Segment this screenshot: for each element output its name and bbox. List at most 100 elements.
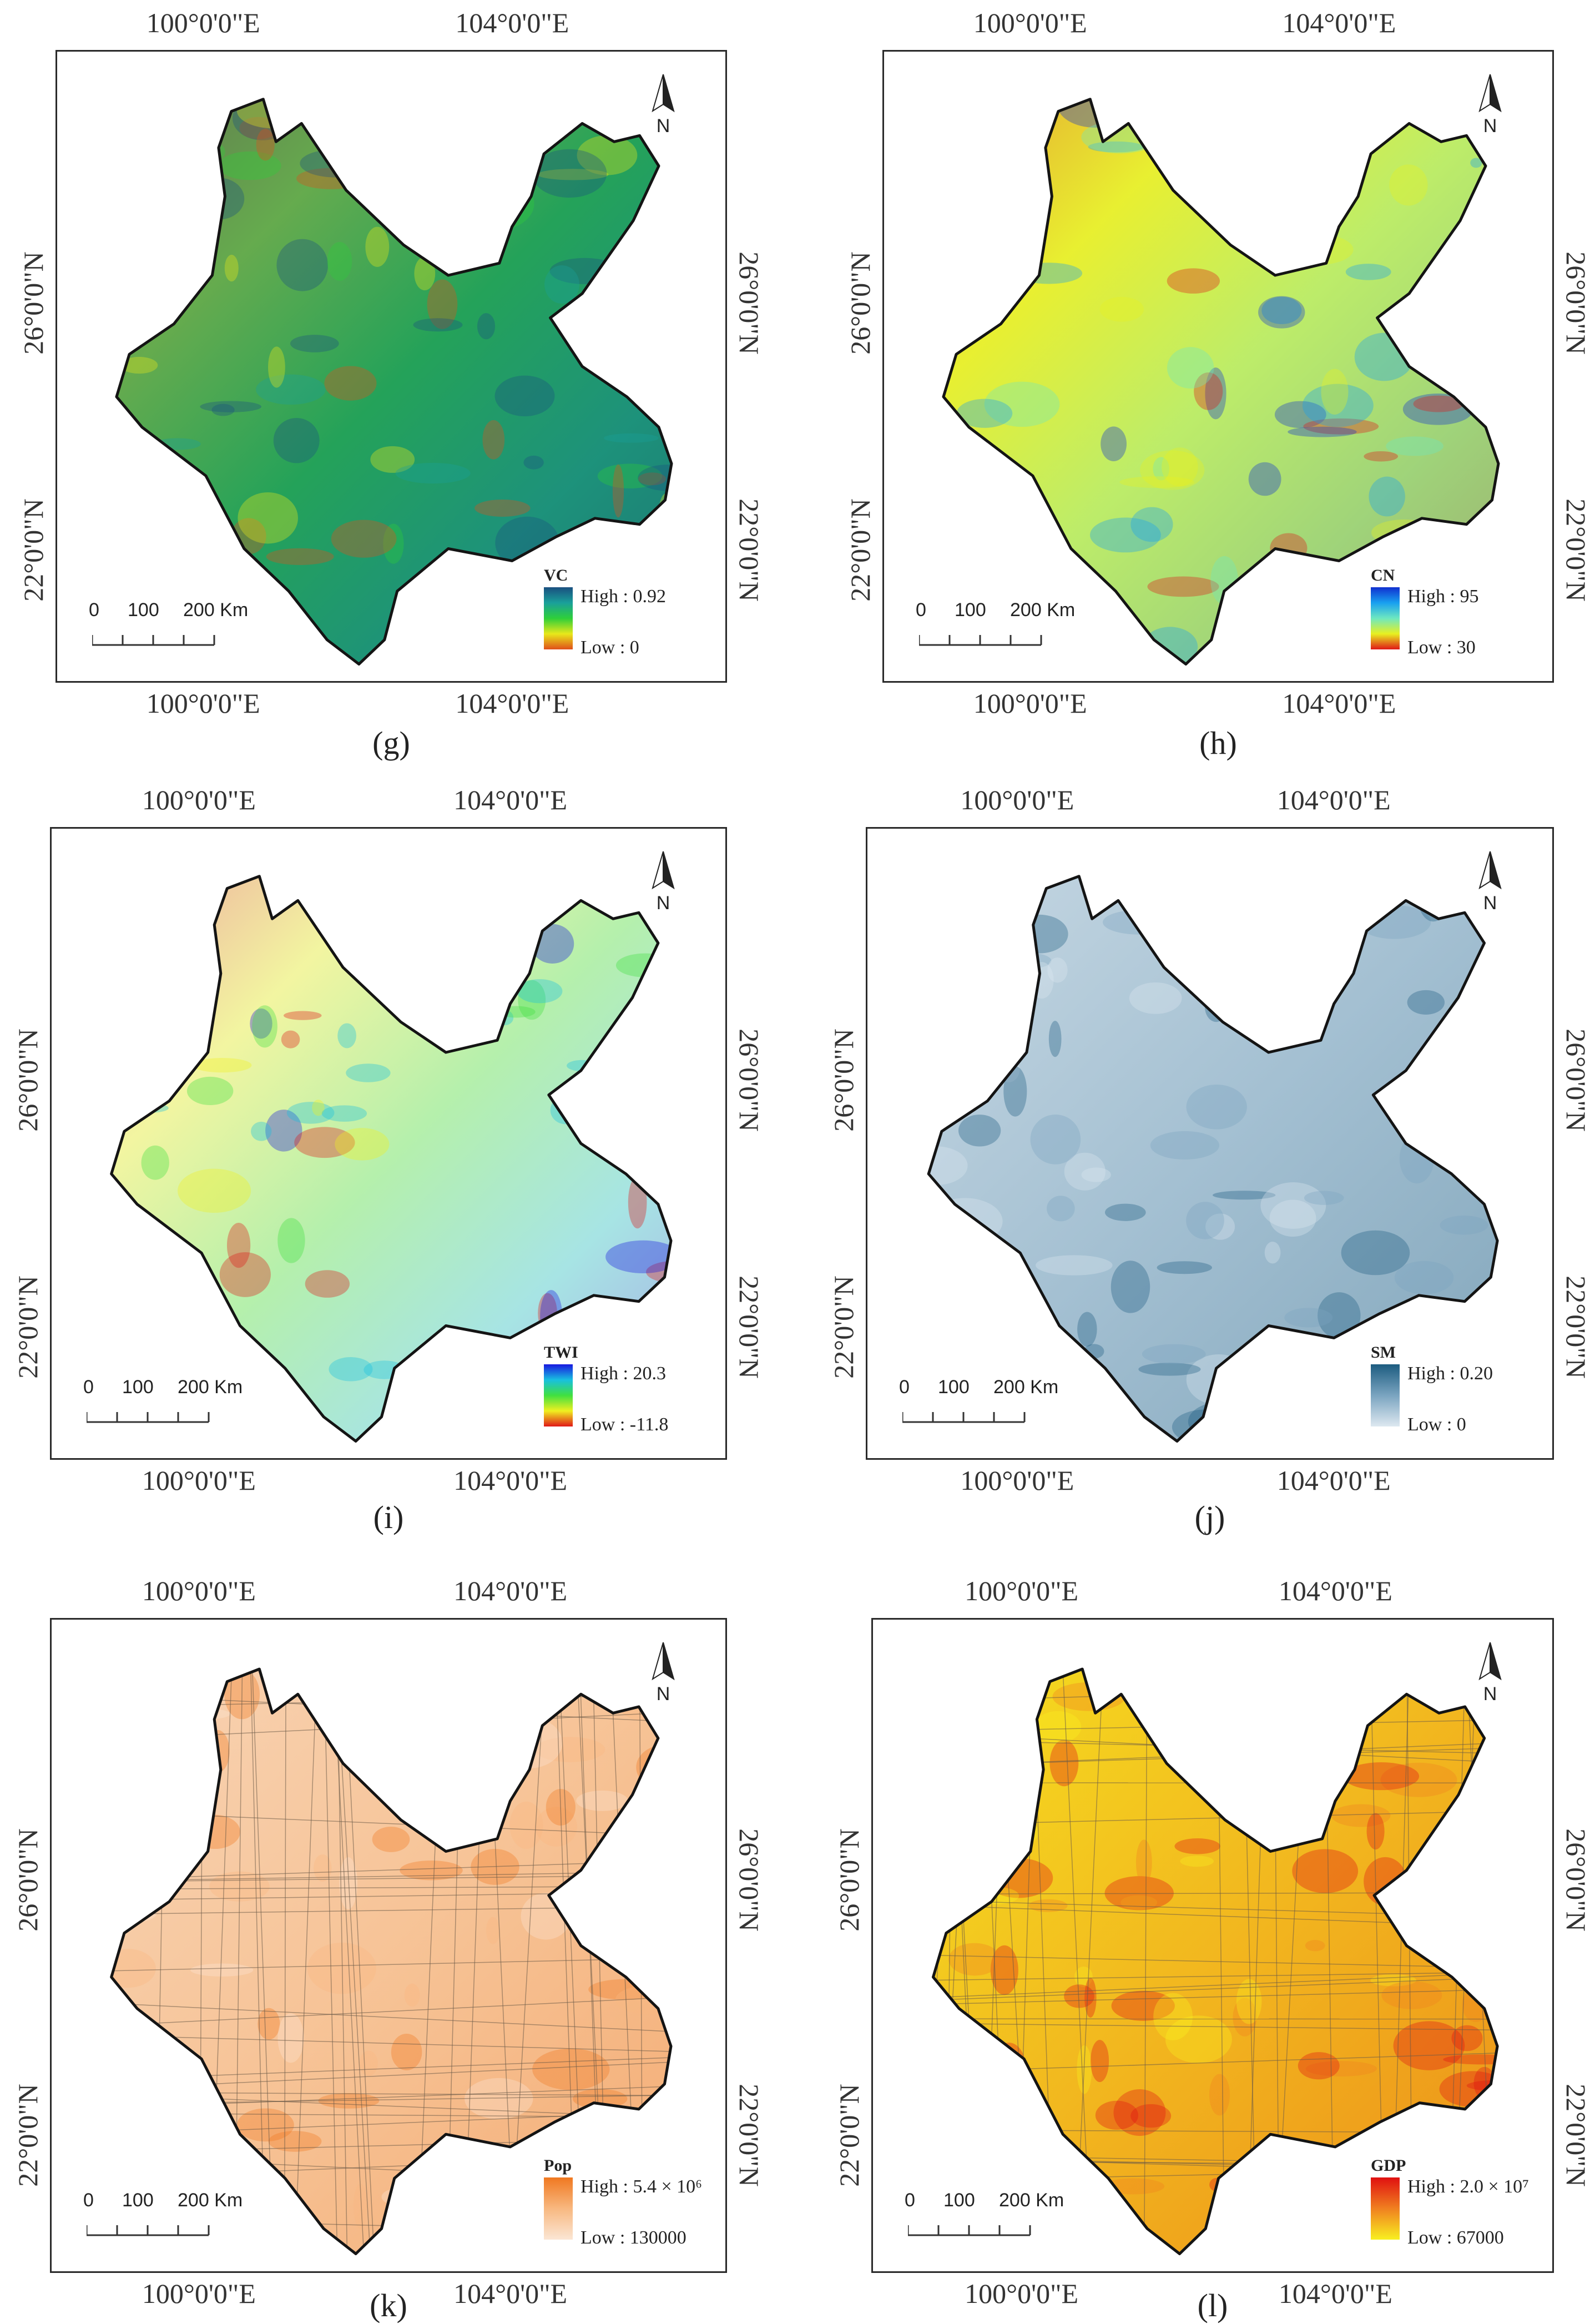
lon-label-top-100: 100°0'0"E — [142, 1575, 256, 1607]
panel-caption: (i) — [373, 1499, 404, 1536]
legend-low: Low : -11.8 — [581, 1414, 668, 1435]
north-arrow-icon: N — [1471, 1640, 1510, 1707]
scale-label-100: 100 — [128, 599, 159, 621]
lat-label-left-22: 22°0'0"N — [17, 498, 49, 602]
legend-low: Low : 0 — [581, 637, 639, 658]
lon-label-top-104: 104°0'0"E — [453, 784, 567, 816]
legend-low: Low : 30 — [1407, 637, 1476, 658]
lat-label-left-22: 22°0'0"N — [833, 2084, 865, 2187]
lon-label-top-104: 104°0'0"E — [1282, 7, 1396, 39]
north-label: N — [657, 115, 670, 137]
lat-label-right-22: 22°0'0"N — [733, 498, 765, 602]
legend-color-ramp — [544, 1364, 573, 1426]
lon-label-top-104: 104°0'0"E — [453, 1575, 567, 1607]
legend-high: High : 5.4 × 10⁶ — [581, 2176, 702, 2197]
panel-caption: (h) — [1199, 724, 1237, 762]
scale-label-0: 0 — [899, 1377, 910, 1398]
region-map — [60, 840, 703, 1447]
lat-label-right-22: 22°0'0"N — [733, 1276, 765, 1379]
lat-label-right-26: 26°0'0"N — [1560, 1029, 1592, 1132]
region-map — [876, 840, 1530, 1447]
lat-label-left-22: 22°0'0"N — [844, 498, 876, 602]
lon-label-bottom-104: 104°0'0"E — [455, 687, 569, 719]
north-label: N — [1483, 1683, 1497, 1705]
scale-label-200: 200 Km — [183, 599, 248, 621]
lat-label-left-26: 26°0'0"N — [17, 251, 49, 355]
panel-caption: (l) — [1198, 2287, 1228, 2324]
lat-label-left-26: 26°0'0"N — [844, 251, 876, 355]
legend-high: High : 20.3 — [581, 1363, 666, 1384]
lat-label-left-26: 26°0'0"N — [12, 1029, 44, 1132]
lon-label-top-100: 100°0'0"E — [147, 7, 260, 39]
lat-label-right-26: 26°0'0"N — [1560, 251, 1592, 355]
lon-label-bottom-100: 100°0'0"E — [965, 2277, 1078, 2310]
lon-label-top-104: 104°0'0"E — [455, 7, 569, 39]
lon-label-bottom-100: 100°0'0"E — [142, 1464, 256, 1496]
scale-label-100: 100 — [955, 599, 986, 621]
legend-title: GDP — [1371, 2156, 1406, 2175]
lon-label-bottom-104: 104°0'0"E — [1277, 1464, 1391, 1496]
lon-label-top-104: 104°0'0"E — [1277, 784, 1391, 816]
lat-label-right-22: 22°0'0"N — [1560, 2084, 1592, 2187]
scale-label-200: 200 Km — [178, 1377, 243, 1398]
north-arrow-icon: N — [644, 849, 683, 916]
north-arrow-icon: N — [644, 72, 683, 139]
region-map — [881, 1631, 1530, 2260]
legend-low: Low : 0 — [1407, 1414, 1466, 1435]
lon-label-bottom-100: 100°0'0"E — [960, 1464, 1074, 1496]
region-map — [65, 63, 704, 670]
legend-color-ramp — [544, 587, 573, 649]
north-arrow-icon: N — [644, 1640, 683, 1707]
lon-label-top-100: 100°0'0"E — [965, 1575, 1078, 1607]
panel-caption: (g) — [372, 724, 410, 762]
lon-label-top-100: 100°0'0"E — [960, 784, 1074, 816]
north-label: N — [1483, 115, 1497, 137]
scale-label-0: 0 — [83, 1377, 94, 1398]
scale-label-200: 200 Km — [999, 2190, 1064, 2211]
lon-label-top-104: 104°0'0"E — [1279, 1575, 1392, 1607]
lat-label-right-26: 26°0'0"N — [733, 1828, 765, 1932]
lon-label-bottom-104: 104°0'0"E — [453, 2277, 567, 2310]
legend-high: High : 0.92 — [581, 586, 666, 607]
lon-label-bottom-104: 104°0'0"E — [1279, 2277, 1392, 2310]
panel-caption: (k) — [370, 2287, 407, 2324]
legend-color-ramp — [1371, 1364, 1400, 1426]
north-arrow-icon: N — [1471, 849, 1510, 916]
region-map — [60, 1631, 703, 2260]
legend-high: High : 0.20 — [1407, 1363, 1493, 1384]
scale-label-0: 0 — [905, 2190, 915, 2211]
lat-label-left-26: 26°0'0"N — [833, 1828, 865, 1932]
lat-label-right-22: 22°0'0"N — [1560, 1276, 1592, 1379]
north-label: N — [657, 1683, 670, 1705]
lat-label-left-22: 22°0'0"N — [827, 1276, 860, 1379]
scale-label-100: 100 — [122, 2190, 154, 2211]
legend-title: VC — [544, 566, 568, 585]
scale-label-0: 0 — [89, 599, 99, 621]
lat-label-right-22: 22°0'0"N — [1560, 498, 1592, 602]
lat-label-right-26: 26°0'0"N — [733, 251, 765, 355]
scale-label-200: 200 Km — [993, 1377, 1058, 1398]
lat-label-left-22: 22°0'0"N — [12, 1276, 44, 1379]
lon-label-bottom-104: 104°0'0"E — [453, 1464, 567, 1496]
lat-label-right-26: 26°0'0"N — [1560, 1828, 1592, 1932]
lon-label-top-100: 100°0'0"E — [142, 784, 256, 816]
lat-label-right-26: 26°0'0"N — [733, 1029, 765, 1132]
region-map — [892, 63, 1531, 670]
region-texture — [112, 876, 671, 1441]
legend-color-ramp — [1371, 2177, 1400, 2240]
legend-low: Low : 67000 — [1407, 2227, 1504, 2249]
scale-label-100: 100 — [938, 1377, 970, 1398]
lat-label-left-26: 26°0'0"N — [827, 1029, 860, 1132]
legend-title: Pop — [544, 2156, 572, 2175]
scale-label-0: 0 — [83, 2190, 94, 2211]
scale-label-0: 0 — [916, 599, 926, 621]
scale-label-100: 100 — [943, 2190, 975, 2211]
legend-high: High : 95 — [1407, 586, 1478, 607]
north-label: N — [1483, 893, 1497, 914]
legend-title: CN — [1371, 566, 1395, 585]
lon-label-bottom-100: 100°0'0"E — [973, 687, 1087, 719]
lat-label-left-26: 26°0'0"N — [12, 1828, 44, 1932]
north-arrow-icon: N — [1471, 72, 1510, 139]
legend-color-ramp — [544, 2177, 573, 2240]
legend-high: High : 2.0 × 10⁷ — [1407, 2176, 1529, 2197]
